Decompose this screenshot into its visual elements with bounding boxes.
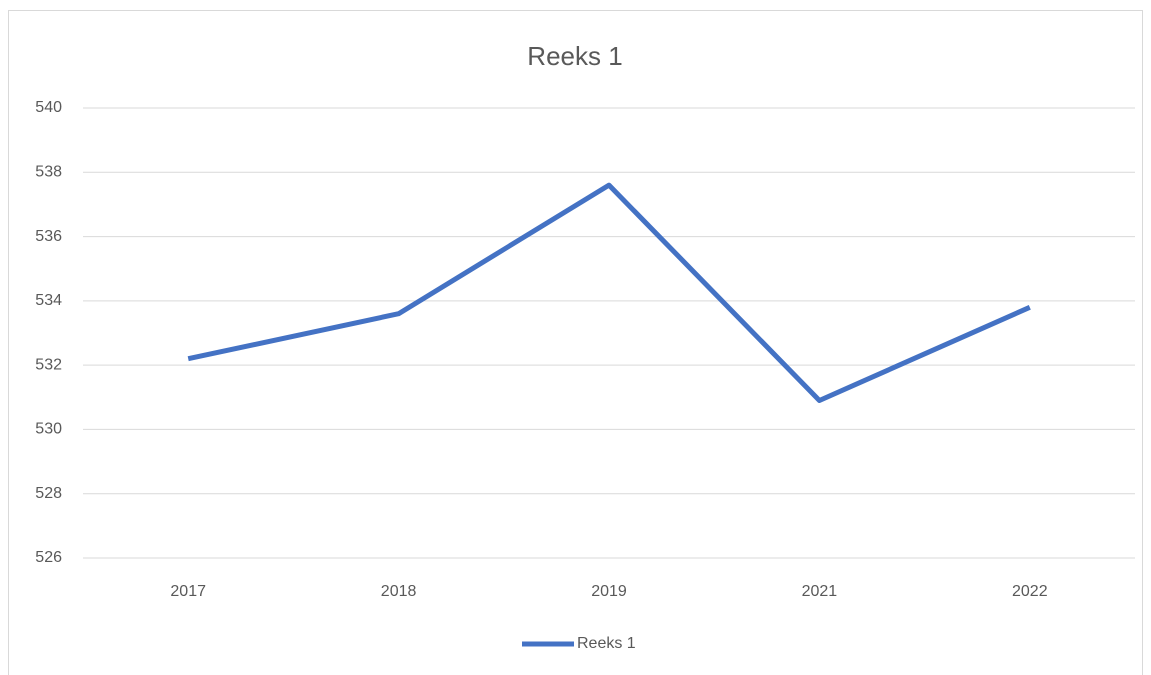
x-tick-label: 2021 — [802, 583, 838, 600]
y-tick-label: 530 — [35, 421, 62, 438]
chart-title: Reeks 1 — [527, 41, 622, 71]
y-tick-label: 532 — [35, 356, 62, 373]
data-line — [187, 182, 1031, 403]
y-tick-label: 538 — [35, 164, 62, 181]
x-tick-label: 2017 — [170, 583, 206, 600]
chart-border — [8, 10, 1143, 675]
x-tick-label: 2018 — [381, 583, 417, 600]
y-tick-label: 526 — [35, 549, 62, 566]
x-tick-label: 2022 — [1012, 583, 1048, 600]
y-tick-label: 536 — [35, 228, 62, 245]
y-tick-label: 528 — [35, 485, 62, 502]
x-tick-label: 2019 — [591, 583, 627, 600]
y-tick-label: 534 — [35, 292, 62, 309]
y-tick-label: 540 — [35, 99, 62, 116]
legend-label: Reeks 1 — [577, 635, 636, 652]
